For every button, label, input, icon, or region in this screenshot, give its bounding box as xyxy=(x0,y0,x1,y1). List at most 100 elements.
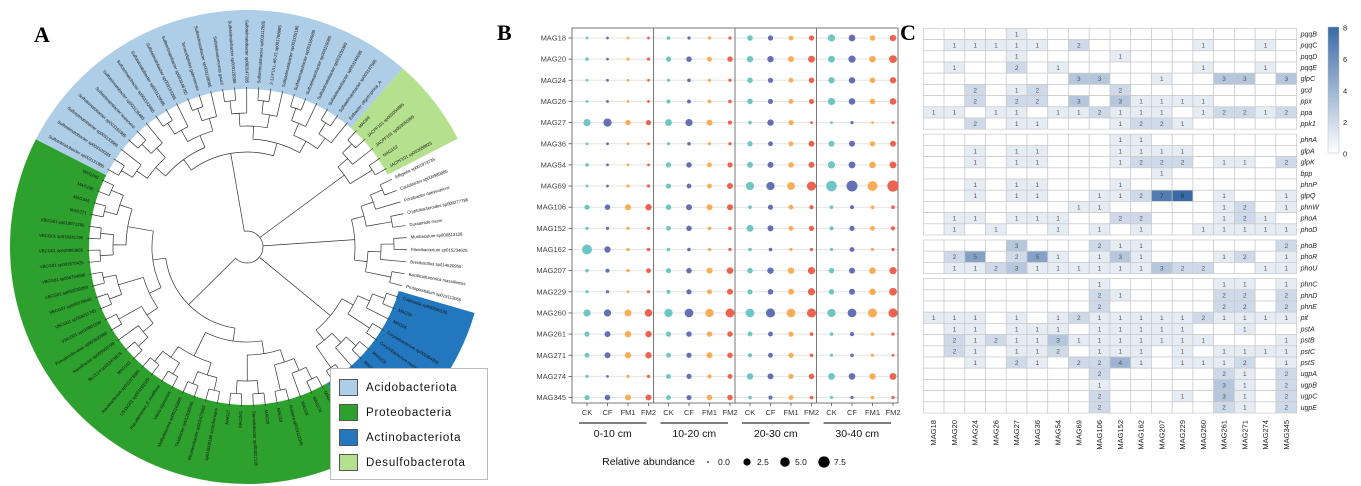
abundance-dot xyxy=(848,34,856,42)
heat-cell-value: 1 xyxy=(1119,193,1123,200)
heat-cell-value: 1 xyxy=(1098,265,1102,272)
heat-cell xyxy=(1275,84,1297,96)
treatment-tick-label: CK xyxy=(826,408,836,417)
heat-cell xyxy=(1254,72,1277,85)
heat-cell-value: 1 xyxy=(1243,315,1247,322)
heat-cell-value: 2 xyxy=(953,349,957,356)
phylum-legend-label: Acidobacteriota xyxy=(366,381,458,394)
abundance-dot xyxy=(646,247,651,252)
heat-cell-value: 1 xyxy=(1264,349,1268,356)
abundance-dot xyxy=(664,308,673,318)
abundance-dot xyxy=(626,247,630,252)
heat-cell xyxy=(922,323,945,335)
heat-cell xyxy=(1047,178,1069,191)
abundance-dot xyxy=(665,56,672,62)
gene-label: pqqB xyxy=(1300,31,1318,38)
heat-cell xyxy=(1213,95,1235,108)
heat-cell xyxy=(1151,50,1173,63)
heat-cell-value: 1 xyxy=(1056,65,1060,72)
abundance-dot xyxy=(850,353,854,358)
heat-cell-value: 1 xyxy=(1264,315,1268,322)
gene-label: pqqE xyxy=(1300,65,1318,72)
heat-cell-value: 2 xyxy=(1139,160,1143,167)
heat-cell xyxy=(1130,289,1152,302)
heat-cell xyxy=(1026,278,1049,291)
size-legend-value: 2.5 xyxy=(757,457,769,467)
gene-label: ugpA xyxy=(1301,371,1318,378)
heat-cell xyxy=(1068,167,1090,180)
heat-cell xyxy=(943,390,966,403)
abundance-dot xyxy=(768,331,773,337)
abundance-dot xyxy=(706,267,713,274)
abundance-dot xyxy=(727,394,733,401)
abundance-dot xyxy=(808,98,815,105)
abundance-dot xyxy=(768,247,773,252)
abundance-dot xyxy=(767,373,774,380)
heat-cell-value: 1 xyxy=(1222,227,1226,234)
abundance-dot xyxy=(746,373,754,380)
abundance-dot xyxy=(807,267,816,275)
heat-cell xyxy=(1192,133,1215,146)
abundance-dot xyxy=(846,180,858,192)
row-label: MAG345 xyxy=(536,393,566,402)
gene-label: ugpC xyxy=(1301,394,1319,401)
heat-cell xyxy=(1068,133,1090,146)
abundance-dot xyxy=(684,308,694,318)
heat-cell xyxy=(943,189,966,202)
heat-cell xyxy=(1171,223,1194,236)
heat-cell-value: 2 xyxy=(1119,87,1123,94)
heat-cell xyxy=(985,300,1007,313)
heat-cell-value: 1 xyxy=(1284,204,1288,211)
gene-label: glpC xyxy=(1301,76,1316,83)
heat-cell-value: 1 xyxy=(1119,243,1123,250)
heat-cell-value: 1 xyxy=(1181,338,1185,345)
abundance-dot xyxy=(603,118,612,127)
heat-cell xyxy=(922,300,945,313)
abundance-dot xyxy=(808,77,815,84)
heat-cell-value: 1 xyxy=(1015,31,1019,38)
abundance-dot xyxy=(747,35,753,41)
abundance-dot xyxy=(666,247,671,252)
heat-cell-value: 2 xyxy=(1284,371,1288,378)
heat-cell xyxy=(1088,156,1111,169)
heat-cell xyxy=(1234,239,1256,252)
gene-label: ppk1 xyxy=(1300,121,1316,128)
heat-cell xyxy=(1275,117,1297,130)
heat-cell xyxy=(922,189,945,202)
heat-cell-value: 1 xyxy=(1015,54,1019,61)
heat-cell-value: 2 xyxy=(1222,293,1226,300)
heat-cell xyxy=(1275,145,1297,157)
abundance-dot xyxy=(626,78,630,82)
abundance-dot xyxy=(891,332,895,336)
heat-cell xyxy=(1026,311,1049,324)
heat-cell xyxy=(922,401,945,414)
phylum-swatch-icon xyxy=(339,379,358,396)
abundance-dot xyxy=(666,352,671,358)
abundance-dot xyxy=(747,141,753,147)
heat-cell xyxy=(964,300,986,313)
abundance-dot xyxy=(827,308,836,318)
heat-cell xyxy=(985,401,1007,414)
heat-cell xyxy=(922,239,945,252)
heat-cell xyxy=(1047,72,1069,85)
heat-cell-value: 2 xyxy=(973,121,977,128)
heat-cell xyxy=(1068,323,1090,335)
abundance-dot xyxy=(606,374,609,378)
heat-cell xyxy=(1151,300,1173,313)
heat-cell xyxy=(1234,117,1256,130)
heat-cell xyxy=(1171,367,1194,380)
gene-label: pstA xyxy=(1300,326,1315,333)
abundance-dot xyxy=(686,225,692,232)
abundance-dot xyxy=(871,121,874,125)
abundance-dot xyxy=(707,78,712,82)
heat-cell xyxy=(1192,117,1215,130)
abundance-dot xyxy=(707,162,712,168)
abundance-dot xyxy=(869,35,876,41)
heat-cell xyxy=(1275,262,1297,274)
depth-group-label: 0-10 cm xyxy=(594,428,632,440)
abundance-dot xyxy=(748,205,752,210)
heat-cell xyxy=(1151,61,1173,74)
heat-cell xyxy=(1171,84,1194,96)
heat-cell xyxy=(1026,106,1049,119)
abundance-dot xyxy=(809,332,814,336)
